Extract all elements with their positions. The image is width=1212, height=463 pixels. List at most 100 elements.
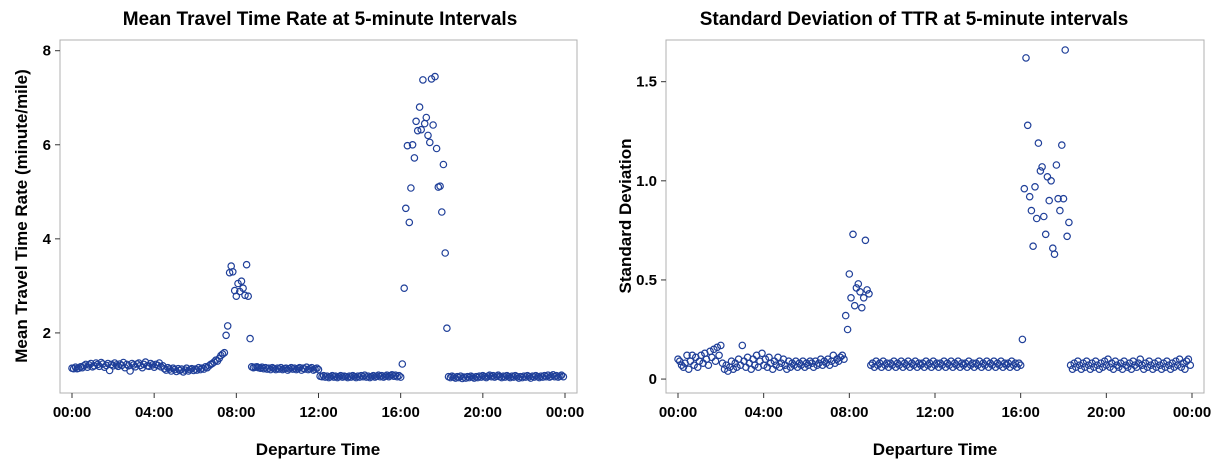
data-point [244, 292, 253, 301]
y-axis: 0 0.5 1.0 1.5 [636, 74, 666, 388]
data-point [1022, 54, 1030, 62]
data-point [454, 373, 463, 382]
chart-panel-std-ttr: Standard Deviation of TTR at 5-minute in… [606, 0, 1212, 463]
data-point [506, 373, 515, 382]
data-point [470, 374, 479, 382]
data-point [412, 117, 420, 126]
data-point [717, 341, 725, 350]
data-point [861, 236, 870, 245]
data-point [556, 372, 564, 381]
data-point [713, 343, 722, 352]
x-tick-label: 04:00 [744, 404, 782, 421]
x-tick-label: 12:00 [299, 404, 337, 421]
data-point [845, 270, 854, 278]
y-tick-label: 8 [43, 43, 51, 60]
x-axis: 00:00 04:00 08:00 12:00 16:00 20:00 00:00 [659, 393, 1211, 421]
data-point [1065, 218, 1073, 227]
data-point [915, 359, 923, 368]
data-point [893, 359, 902, 368]
data-point [229, 267, 237, 276]
y-tick-label: 6 [43, 137, 51, 154]
data-point [1018, 335, 1027, 344]
data-point [424, 131, 432, 140]
data-point [487, 372, 496, 381]
data-point [403, 141, 412, 150]
data-point [377, 371, 386, 380]
data-point [398, 360, 407, 368]
data-point [218, 350, 227, 358]
chart-panel-mean-ttr: Mean Travel Time Rate at 5-minute Interv… [12, 9, 584, 459]
data-point [188, 364, 196, 373]
data-points [68, 72, 568, 383]
data-point [957, 359, 966, 368]
data-point [542, 372, 550, 381]
data-point [829, 351, 838, 360]
data-point [1038, 163, 1046, 171]
x-tick-label: 12:00 [916, 404, 954, 421]
data-point [407, 184, 415, 192]
data-point [1020, 184, 1029, 193]
data-point [439, 160, 448, 169]
data-point [552, 371, 561, 380]
data-point [237, 277, 246, 286]
chart-title: Standard Deviation of TTR at 5-minute in… [700, 9, 1129, 30]
data-point [1050, 250, 1059, 259]
data-point [847, 293, 855, 302]
x-tick-label: 20:00 [1087, 404, 1125, 421]
x-tick-label: 08:00 [217, 404, 255, 421]
x-axis-label: Departure Time [256, 440, 380, 459]
data-point [80, 361, 88, 370]
plot-area-frame [665, 39, 1205, 394]
data-points [674, 46, 1195, 375]
data-point [1113, 361, 1121, 370]
data-point [420, 119, 429, 128]
data-point [1047, 177, 1055, 185]
data-point [400, 284, 409, 293]
data-point [863, 286, 871, 294]
data-point [331, 372, 340, 381]
data-point [313, 364, 321, 373]
data-point [557, 371, 566, 380]
data-point [266, 365, 275, 374]
data-point [1034, 139, 1043, 147]
data-point [813, 361, 822, 370]
data-point [1056, 206, 1064, 215]
data-point [943, 359, 952, 368]
data-point [1025, 192, 1034, 201]
data-point [1032, 214, 1041, 223]
data-point [865, 289, 873, 298]
data-point [1059, 194, 1068, 203]
data-point [300, 365, 309, 373]
data-point [383, 371, 391, 380]
data-point [410, 154, 419, 162]
data-point [991, 363, 1000, 372]
data-point [858, 303, 866, 312]
data-point [1016, 361, 1025, 370]
data-point [1043, 173, 1052, 181]
data-point [425, 138, 434, 147]
data-point [415, 103, 424, 111]
data-point [843, 325, 852, 334]
x-tick-label: 00:00 [546, 404, 584, 421]
x-axis-label: Departure Time [873, 440, 997, 459]
data-point [761, 355, 770, 364]
data-point [684, 365, 693, 374]
data-point [559, 372, 568, 381]
x-tick-label: 20:00 [464, 404, 502, 421]
data-point [859, 293, 868, 302]
data-point [1013, 363, 1021, 372]
data-point [841, 311, 850, 320]
data-point [441, 249, 450, 257]
y-axis: 2 4 6 8 [43, 43, 60, 342]
data-point [521, 373, 530, 381]
data-point [501, 373, 509, 381]
y-tick-label: 0 [649, 371, 657, 388]
data-point [417, 125, 426, 134]
data-point [264, 364, 273, 373]
data-point [1045, 196, 1054, 205]
data-point [181, 366, 189, 374]
data-point [1036, 167, 1045, 175]
data-point [850, 301, 859, 310]
data-point [1063, 232, 1071, 241]
data-point [1000, 359, 1009, 368]
